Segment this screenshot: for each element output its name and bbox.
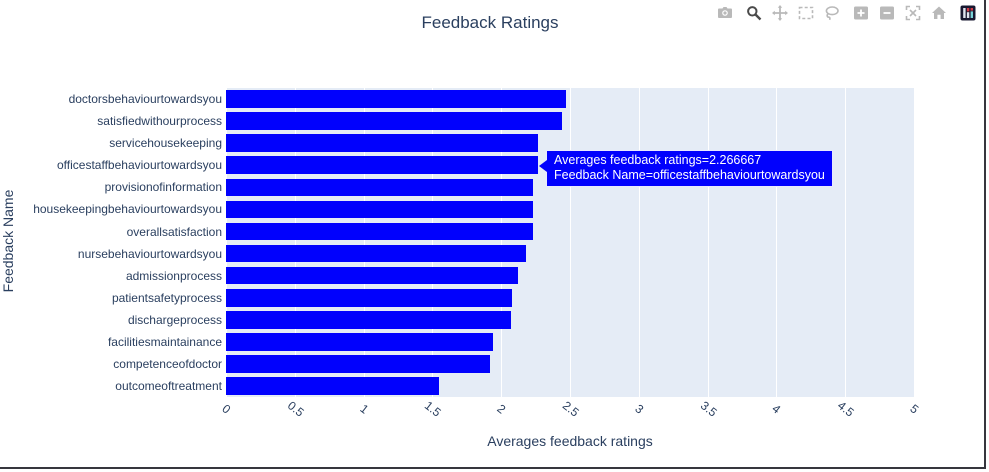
y-tick-label: overallsatisfaction bbox=[126, 224, 222, 239]
gridline bbox=[226, 88, 227, 397]
y-tick-labels: doctorsbehaviourtowardsyou satisfiedwitho… bbox=[0, 88, 222, 397]
gridline bbox=[501, 88, 503, 397]
bar-row bbox=[226, 220, 914, 242]
bar-row bbox=[226, 176, 914, 198]
bar-admissionprocess[interactable] bbox=[226, 266, 518, 285]
modebar-group-download bbox=[717, 5, 733, 21]
x-tick-label: 0 bbox=[219, 401, 234, 417]
x-tick-label: 1.5 bbox=[422, 398, 445, 420]
tooltip-name-line: Feedback Name=officestaffbehaviourtoward… bbox=[554, 168, 825, 182]
x-tick-label: 1 bbox=[356, 401, 371, 417]
bar-housekeepingbehaviourtowardsyou[interactable] bbox=[226, 200, 533, 219]
bar-row bbox=[226, 331, 914, 353]
chart-title: Feedback Ratings bbox=[421, 13, 559, 32]
bar-row bbox=[226, 132, 914, 154]
x-tick-labels: 0 0.5 1 1.5 2 2.5 3 3.5 4 4.5 5 bbox=[219, 398, 921, 433]
gridline bbox=[845, 88, 847, 397]
y-tick-label: housekeepingbehaviourtowardsyou bbox=[33, 202, 222, 217]
plotly-modebar bbox=[717, 5, 976, 21]
bar-row bbox=[226, 88, 914, 110]
x-tick-label: 0.5 bbox=[284, 398, 307, 420]
bar-overallsatisfaction[interactable] bbox=[226, 222, 533, 241]
modebar-group-logo bbox=[960, 5, 976, 21]
y-tick-label: dischargeprocess bbox=[127, 312, 222, 327]
gridline bbox=[638, 88, 640, 397]
lasso-select-icon[interactable] bbox=[824, 5, 840, 21]
bar-row bbox=[226, 110, 914, 132]
bar-row bbox=[226, 353, 914, 375]
y-tick-label: facilitiesmaintainance bbox=[107, 334, 222, 349]
bar-officestaffbehaviourtowardsyou[interactable] bbox=[226, 156, 538, 175]
plot-area[interactable] bbox=[226, 88, 915, 397]
y-tick-label: provisionofinformation bbox=[104, 180, 222, 195]
x-tick-label: 2.5 bbox=[559, 398, 582, 420]
gridline bbox=[570, 88, 571, 397]
bar-row bbox=[226, 375, 914, 397]
y-tick-label: nursebehaviourtowardsyou bbox=[77, 246, 222, 261]
y-tick-label: admissionprocess bbox=[125, 268, 222, 283]
tooltip-value-line: Averages feedback ratings=2.266667 bbox=[554, 153, 762, 167]
x-tick-label: 5 bbox=[907, 401, 922, 417]
bar-row bbox=[226, 287, 914, 309]
modebar-group-zoomscale bbox=[853, 5, 947, 21]
window-border-bottom bbox=[0, 467, 986, 469]
bar-series bbox=[226, 88, 914, 397]
bar-servicehousekeeping[interactable] bbox=[226, 134, 539, 153]
y-tick-label: competenceofdoctor bbox=[113, 356, 222, 371]
y-tick-label: satisfiedwithourprocess bbox=[97, 114, 222, 129]
zoom-in-icon[interactable] bbox=[853, 5, 869, 21]
bar-dischargeprocess[interactable] bbox=[226, 310, 511, 329]
y-tick-label: outcomeoftreatment bbox=[115, 379, 222, 394]
y-tick-label: patientsafetyprocess bbox=[111, 290, 222, 305]
bar-row bbox=[226, 265, 914, 287]
bar-doctorsbehaviourtowardsyou[interactable] bbox=[226, 90, 566, 108]
gridline bbox=[914, 88, 915, 397]
bar-facilitiesmaintainance[interactable] bbox=[226, 333, 493, 351]
box-select-icon[interactable] bbox=[798, 5, 814, 21]
bar-competenceofdoctor[interactable] bbox=[226, 355, 491, 373]
bar-row bbox=[226, 154, 914, 176]
zoom-out-icon[interactable] bbox=[879, 5, 895, 21]
hover-tooltip: Averages feedback ratings=2.266667 Feedb… bbox=[539, 150, 833, 187]
y-tick-label: doctorsbehaviourtowardsyou bbox=[68, 92, 222, 107]
gridline bbox=[363, 88, 365, 397]
gridline bbox=[432, 88, 434, 397]
plotly-logo-icon[interactable] bbox=[960, 5, 976, 21]
gridline bbox=[776, 88, 778, 397]
gridline bbox=[707, 88, 709, 397]
bar-provisionofinformation[interactable] bbox=[226, 178, 533, 197]
pan-icon[interactable] bbox=[772, 5, 788, 21]
bar-row bbox=[226, 309, 914, 331]
x-tick-label: 3 bbox=[632, 401, 647, 417]
x-axis-title: Averages feedback ratings bbox=[487, 433, 653, 449]
gridline bbox=[294, 88, 296, 397]
modebar-group-dragmode bbox=[746, 5, 840, 21]
autoscale-icon[interactable] bbox=[905, 5, 921, 21]
y-tick-label: servicehousekeeping bbox=[109, 136, 222, 151]
x-tick-label: 4 bbox=[769, 401, 784, 417]
gridlines bbox=[226, 88, 915, 397]
bar-nursebehaviourtowardsyou[interactable] bbox=[226, 244, 526, 263]
bar-patientsafetyprocess[interactable] bbox=[226, 288, 513, 307]
x-tick-label: 2 bbox=[494, 401, 509, 417]
zoom-icon[interactable] bbox=[746, 5, 762, 21]
x-tick-label: 4.5 bbox=[835, 398, 857, 420]
window-border-right bbox=[984, 0, 986, 469]
bar-satisfiedwithourprocess[interactable] bbox=[226, 112, 562, 130]
camera-icon[interactable] bbox=[717, 5, 733, 21]
bar-row bbox=[226, 243, 914, 265]
bar-row bbox=[226, 198, 914, 220]
y-tick-label: officestaffbehaviourtowardsyou bbox=[57, 158, 222, 173]
reset-axes-home-icon[interactable] bbox=[931, 5, 947, 21]
x-tick-label: 3.5 bbox=[697, 398, 720, 420]
bar-outcomeoftreatment[interactable] bbox=[226, 377, 440, 395]
